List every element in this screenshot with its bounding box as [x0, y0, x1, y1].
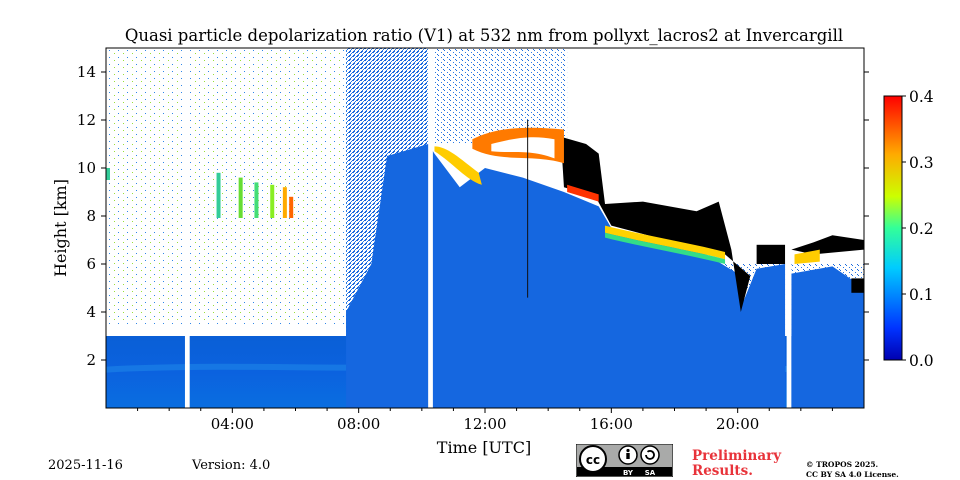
- virga-streak: [254, 182, 259, 218]
- virga-streak: [238, 177, 243, 218]
- y-axis-label: Height [km]: [51, 179, 70, 277]
- chart-title: Quasi particle depolarization ratio (V1)…: [125, 26, 843, 45]
- copyright-line-2: CC BY SA 4.0 License.: [806, 470, 899, 479]
- cc-license-badge: cc BY SA: [576, 444, 673, 477]
- y-tick-label: 10: [77, 159, 96, 177]
- y-tick-label: 8: [86, 207, 96, 225]
- virga-streak: [106, 168, 110, 180]
- virga-streak: [216, 172, 221, 218]
- x-tick-label: 08:00: [337, 415, 380, 433]
- copyright-line-1: © TROPOS 2025.: [806, 460, 879, 469]
- cloud-shadow-4: [851, 278, 864, 293]
- heatmap-image: [106, 48, 864, 408]
- preliminary-note: Preliminary Results.: [692, 449, 781, 479]
- data-gap: [184, 48, 190, 408]
- copyright-note: © TROPOS 2025. CC BY SA 4.0 License.: [806, 460, 899, 480]
- colorbar-tick-label: 0.3: [909, 154, 934, 172]
- sa-icon: [640, 445, 660, 465]
- y-tick-label: 4: [86, 303, 96, 321]
- x-tick-label: 04:00: [211, 415, 254, 433]
- y-tick-label: 6: [86, 255, 96, 273]
- y-tick-label: 12: [77, 111, 96, 129]
- cirrus-cloud-part: [434, 146, 482, 185]
- y-tick-label: 14: [77, 63, 96, 81]
- virga-streak: [282, 187, 287, 218]
- x-tick-label: 20:00: [716, 415, 759, 433]
- cloud-shadow-2: [756, 244, 786, 264]
- cirrus-cloud-part: [605, 225, 726, 260]
- x-axis: 04:00 08:00 12:00 16:00 20:00: [137, 408, 833, 433]
- noise-region-early: [106, 48, 359, 324]
- colorbar-ticks: 0.0 0.1 0.2 0.3 0.4: [902, 88, 934, 370]
- colorbar-tick-label: 0.0: [909, 352, 934, 370]
- aerosol-layer-late: [791, 266, 864, 408]
- cirrus-cloud-part: [567, 184, 599, 202]
- sa-label: SA: [645, 469, 656, 477]
- aerosol-layer: [346, 144, 786, 408]
- cirrus-cloud-part: [794, 249, 820, 264]
- preliminary-line-2: Results.: [692, 463, 753, 479]
- y-axis: 2 4 6 8 10 12 14: [77, 63, 869, 369]
- colorbar-tick-label: 0.1: [909, 286, 934, 304]
- colorbar-tick-label: 0.4: [909, 88, 934, 106]
- virga-streak: [289, 196, 294, 218]
- cirrus-cloud-part: [605, 232, 726, 264]
- y-tick-label: 2: [86, 351, 96, 369]
- date-label: 2025-11-16: [48, 458, 123, 473]
- data-gap: [428, 48, 433, 408]
- cc-icon: [579, 445, 607, 473]
- by-label: BY: [623, 469, 634, 477]
- colorbar-tick-label: 0.2: [909, 220, 934, 238]
- colorbar: [884, 96, 902, 360]
- noise-region-midday: [432, 48, 568, 144]
- virga-streak: [270, 184, 275, 218]
- cloud-shadow: [560, 136, 751, 312]
- data-gap: [786, 48, 792, 408]
- cc-text: cc: [586, 453, 600, 467]
- x-tick-label: 12:00: [463, 415, 506, 433]
- x-axis-label: Time [UTC]: [437, 438, 531, 457]
- version-label: Version: 4.0: [192, 458, 271, 473]
- cloud-shadow-3: [791, 235, 864, 255]
- x-tick-label: 16:00: [590, 415, 633, 433]
- cirrus-cloud-part: [491, 137, 555, 159]
- preliminary-line-1: Preliminary: [692, 448, 782, 464]
